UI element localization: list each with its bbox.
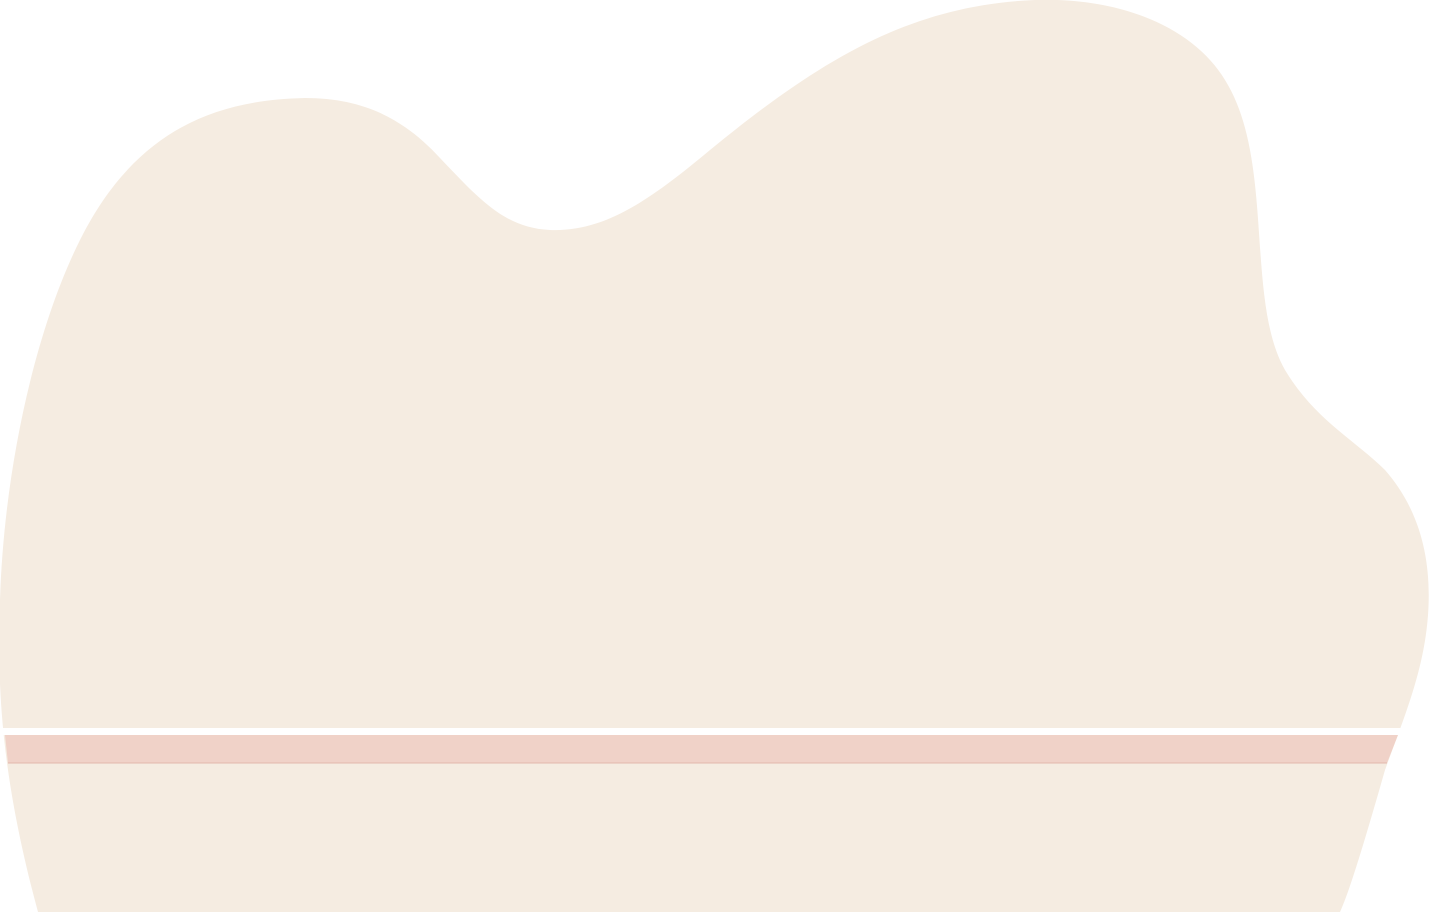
- white-strip: [0, 728, 1430, 735]
- pink-band: [5, 735, 1398, 763]
